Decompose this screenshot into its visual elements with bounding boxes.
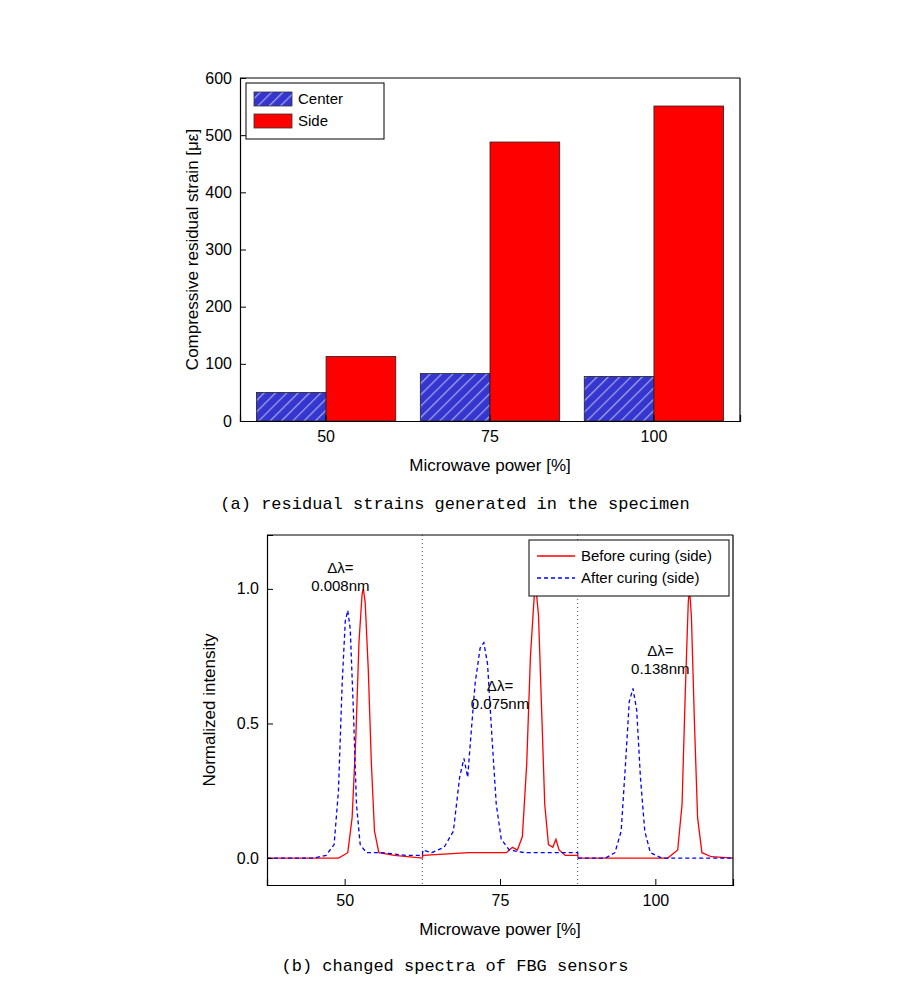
bar (654, 106, 724, 421)
annotation-line: 0.008nm (311, 577, 369, 594)
x-tick-mark (490, 415, 491, 421)
y-tick-label: 0 (223, 413, 232, 430)
x-tick-label: 75 (492, 892, 510, 909)
legend-swatch (537, 577, 575, 579)
y-tick-label: 1.0 (237, 580, 259, 597)
bar (584, 376, 654, 421)
y-tick-label: 100 (205, 355, 232, 372)
y-tick-mark (240, 135, 246, 136)
x-tick: 75 (492, 879, 510, 909)
legend-box (529, 540, 729, 596)
bar (256, 392, 326, 421)
y-tick-label: 0.5 (237, 715, 259, 732)
x-tick: 100 (641, 415, 668, 445)
y-tick-mark (267, 723, 273, 724)
y-tick-label: 500 (205, 127, 232, 144)
y-tick: 500 (205, 127, 246, 144)
spectrum-line (267, 589, 733, 858)
y-tick-label: 300 (205, 241, 232, 258)
x-tick-label: 50 (336, 892, 354, 909)
annotation-line: Δλ= (487, 677, 514, 694)
chart-a: 0 100 200 300 400 500 600 50 75 100 Microwave powe… (183, 70, 741, 514)
y-tick-mark (240, 192, 246, 193)
x-axis-title: Microwave power [%] (409, 456, 571, 475)
x-axis: 50 75 100 (241, 415, 741, 445)
x-tick-mark (345, 879, 346, 885)
frame-top (240, 77, 740, 78)
annotation-line: Δλ= (647, 642, 674, 659)
bar (490, 142, 560, 421)
y-axis: 0 100 200 300 400 500 600 (205, 70, 246, 430)
x-tick-mark (653, 415, 654, 421)
y-tick-label: 600 (205, 70, 232, 87)
y-tick: 300 (205, 241, 246, 258)
annotation: Δλ=0.138nm (631, 642, 689, 677)
y-tick: 0.5 (237, 715, 273, 732)
y-tick-mark (267, 858, 273, 859)
x-tick-label: 100 (642, 892, 669, 909)
legend-swatch (537, 555, 575, 557)
x-tick-label: 50 (317, 428, 335, 445)
frame-right (739, 78, 740, 421)
legend-label: Center (298, 90, 343, 107)
frame-top (267, 534, 733, 535)
legend-label: Side (298, 112, 328, 129)
x-tick-label: 100 (641, 428, 668, 445)
y-axis-title: Normalized intensity (200, 633, 219, 787)
x-axis: 50 75 100 (268, 879, 734, 909)
legend: Center Side (246, 83, 384, 139)
bar (326, 356, 396, 421)
legend-box (246, 83, 384, 139)
x-axis-title: Microwave power [%] (419, 920, 581, 939)
spectrum-line (267, 610, 733, 858)
chart-b: 0.00.51.05075100Δλ=0.008nmΔλ=0.075nmΔλ=0… (200, 535, 734, 976)
legend-label: After curing (side) (581, 569, 699, 586)
y-tick: 400 (205, 184, 246, 201)
y-tick-mark (240, 307, 246, 308)
annotation-line: Δλ= (327, 559, 354, 576)
y-tick: 0.0 (237, 850, 273, 867)
x-tick-mark (655, 879, 656, 885)
x-tick-mark (500, 879, 501, 885)
y-tick-mark (240, 364, 246, 365)
y-tick: 100 (205, 355, 246, 372)
x-tick: 100 (642, 879, 669, 909)
frame-right (732, 535, 733, 885)
separator (422, 535, 423, 885)
annotation-line: 0.138nm (631, 660, 689, 677)
y-axis-title: Compressive residual strain [με] (183, 129, 202, 370)
x-tick: 75 (481, 415, 499, 445)
figure: 0 100 200 300 400 500 600 50 75 100 Microwave powe… (0, 0, 914, 992)
legend: Before curing (side) After curing (side) (529, 540, 729, 596)
y-tick-label: 0.0 (237, 850, 259, 867)
legend-swatch (254, 92, 292, 106)
annotation: Δλ=0.075nm (471, 677, 529, 712)
caption: (b) changed spectra of FBG sensors (282, 957, 629, 976)
axis-line (268, 536, 274, 886)
x-tick-mark (326, 415, 327, 421)
annotation: Δλ=0.008nm (311, 559, 369, 594)
plot-area (267, 535, 733, 885)
legend-label: Before curing (side) (581, 547, 712, 564)
x-tick: 50 (317, 415, 335, 445)
plot-area (256, 106, 723, 421)
axis-line (268, 879, 734, 886)
y-axis: 0.0 0.5 1.0 (237, 536, 273, 886)
caption: (a) residual strains generated in the sp… (220, 495, 689, 514)
y-tick: 600 (205, 70, 246, 87)
axis-line (241, 415, 741, 422)
bar (420, 374, 490, 421)
x-tick: 50 (336, 879, 354, 909)
y-tick-mark (240, 250, 246, 251)
y-tick-label: 400 (205, 184, 232, 201)
legend-swatch (254, 114, 292, 128)
y-tick-mark (267, 589, 273, 590)
y-tick: 200 (205, 298, 246, 315)
y-tick: 1.0 (237, 580, 273, 597)
axis-line (241, 79, 247, 422)
x-tick-label: 75 (481, 428, 499, 445)
y-tick-label: 200 (205, 298, 232, 315)
annotation-line: 0.075nm (471, 695, 529, 712)
